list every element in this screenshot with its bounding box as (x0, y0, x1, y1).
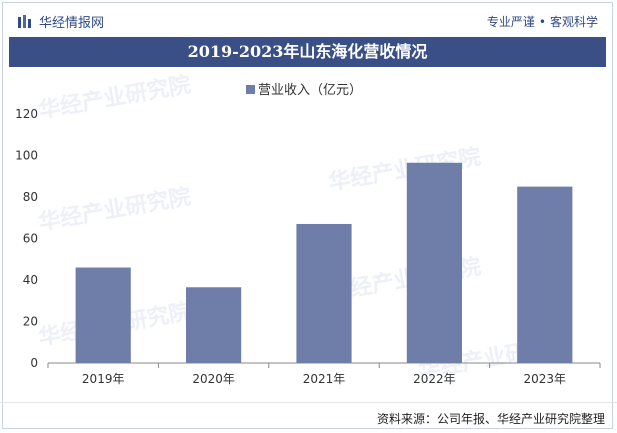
y-tick-label: 40 (23, 273, 38, 287)
y-tick-label: 100 (15, 149, 38, 163)
watermark-text: 华经产业研究院 (37, 184, 193, 236)
x-tick-label: 2019年 (82, 372, 125, 386)
source-note: 资料来源：公司年报、华经产业研究院整理 (376, 412, 605, 426)
x-tick-label: 2020年 (192, 372, 235, 386)
brand[interactable]: 华经情报网 (17, 12, 104, 31)
x-tick-label: 2022年 (413, 372, 456, 386)
footer-divider (0, 402, 617, 403)
y-tick-label: 60 (23, 232, 38, 246)
y-tick-label: 80 (23, 190, 38, 204)
x-tick-label: 2021年 (303, 372, 346, 386)
bar (296, 223, 352, 363)
y-tick-label: 120 (15, 107, 38, 121)
legend-label: 营业收入（亿元） (258, 83, 362, 98)
slogan-separator: • (538, 15, 546, 29)
brand-name: 华经情报网 (39, 16, 105, 31)
bar (517, 186, 573, 363)
y-tick-label: 20 (23, 315, 38, 329)
bar (186, 287, 242, 363)
chart-title: 2019-2023年山东海化营收情况 (9, 37, 606, 67)
slogan: 专业严谨 • 客观科学 (487, 13, 598, 30)
x-tick-label: 2023年 (524, 372, 567, 386)
slogan-left: 专业严谨 (486, 15, 535, 29)
y-tick-label: 0 (30, 356, 38, 370)
slogan-right: 客观科学 (549, 15, 598, 29)
logo-icon (18, 14, 31, 28)
watermark-text: 华经产业研究院 (37, 72, 193, 124)
legend-swatch (246, 85, 255, 94)
bar (406, 162, 462, 363)
top-bar: 华经情报网 专业严谨 • 客观科学 (3, 3, 612, 39)
bar (75, 267, 131, 363)
